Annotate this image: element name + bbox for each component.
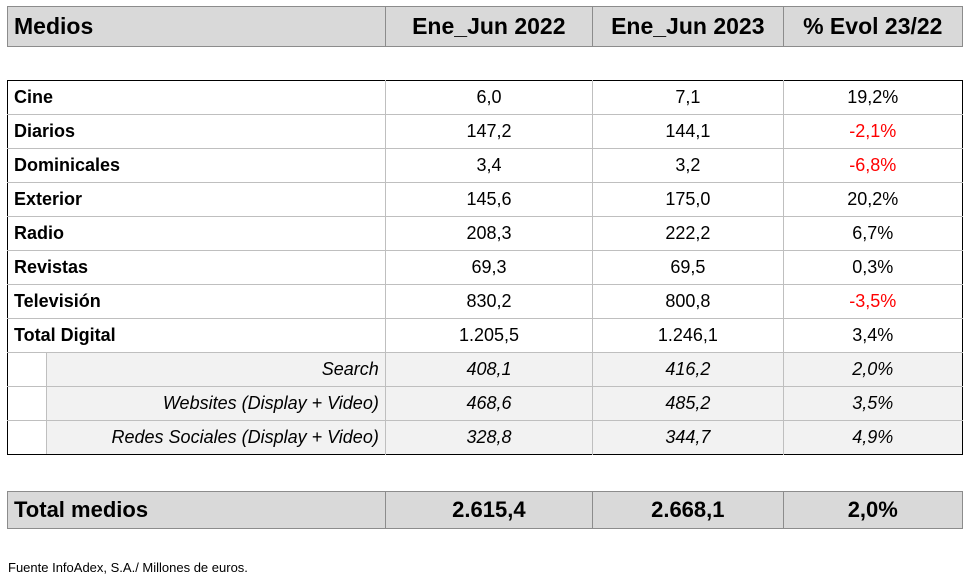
total-2022: 2.615,4 xyxy=(384,491,594,529)
cell-2022: 6,0 xyxy=(384,80,593,115)
row-label: Dominicales xyxy=(7,148,386,183)
table-row: Exterior 145,6 175,0 20,2% xyxy=(7,182,963,217)
total-table: Total medios 2.615,4 2.668,1 2,0% xyxy=(7,491,963,529)
total-row: Total medios 2.615,4 2.668,1 2,0% xyxy=(7,491,963,529)
cell-evol: 20,2% xyxy=(782,182,963,217)
cell-evol: -6,8% xyxy=(782,148,963,183)
subrow-label-cell: Websites (Display + Video) xyxy=(7,386,386,421)
subcell-2022: 328,8 xyxy=(384,420,593,455)
table-row: Diarios 147,2 144,1 -2,1% xyxy=(7,114,963,149)
subcell-2022: 408,1 xyxy=(384,352,593,387)
cell-2023: 7,1 xyxy=(592,80,784,115)
header-medios: Medios xyxy=(7,6,386,47)
cell-2022: 147,2 xyxy=(384,114,593,149)
subrow-indent xyxy=(8,387,47,420)
total-label: Total medios xyxy=(7,491,386,529)
header-row: Medios Ene_Jun 2022 Ene_Jun 2023 % Evol … xyxy=(7,6,963,47)
cell-2022: 830,2 xyxy=(384,284,593,319)
cell-2022: 3,4 xyxy=(384,148,593,183)
table-row: Dominicales 3,4 3,2 -6,8% xyxy=(7,148,963,183)
table-row: Cine 6,0 7,1 19,2% xyxy=(7,80,963,115)
total-2023: 2.668,1 xyxy=(592,491,784,529)
subrow-indent xyxy=(8,421,47,454)
row-label: Exterior xyxy=(7,182,386,217)
total-evol: 2,0% xyxy=(782,491,963,529)
table-row: Revistas 69,3 69,5 0,3% xyxy=(7,250,963,285)
subcell-2023: 485,2 xyxy=(592,386,784,421)
cell-2022: 145,6 xyxy=(384,182,593,217)
cell-evol: -2,1% xyxy=(782,114,963,149)
cell-2022: 1.205,5 xyxy=(384,318,593,353)
table-row: Total Digital 1.205,5 1.246,1 3,4% xyxy=(7,318,963,353)
row-label: Radio xyxy=(7,216,386,251)
row-label: Total Digital xyxy=(7,318,386,353)
header-table: Medios Ene_Jun 2022 Ene_Jun 2023 % Evol … xyxy=(7,6,963,47)
row-label: Cine xyxy=(7,80,386,115)
subcell-evol: 2,0% xyxy=(782,352,963,387)
subcell-2023: 344,7 xyxy=(592,420,784,455)
cell-2023: 69,5 xyxy=(592,250,784,285)
media-table-body: Cine 6,0 7,1 19,2% Diarios 147,2 144,1 -2,1% Dom… xyxy=(7,80,963,455)
source-footnote: Fuente InfoAdex, S.A./ Millones de euros… xyxy=(8,560,248,575)
table-row: Radio 208,3 222,2 6,7% xyxy=(7,216,963,251)
subrow-label: Redes Sociales (Display + Video) xyxy=(47,421,385,454)
subcell-2023: 416,2 xyxy=(592,352,784,387)
header-2022: Ene_Jun 2022 xyxy=(384,6,594,47)
cell-evol: 0,3% xyxy=(782,250,963,285)
cell-2023: 144,1 xyxy=(592,114,784,149)
cell-2023: 222,2 xyxy=(592,216,784,251)
row-label: Revistas xyxy=(7,250,386,285)
row-label: Televisión xyxy=(7,284,386,319)
subrow-indent xyxy=(8,353,47,386)
subrow-label: Search xyxy=(47,353,385,386)
subrow-label: Websites (Display + Video) xyxy=(47,387,385,420)
header-2023: Ene_Jun 2023 xyxy=(592,6,784,47)
table-subrow: Websites (Display + Video) 468,6 485,2 3,5% xyxy=(7,386,963,421)
table-subrow: Redes Sociales (Display + Video) 328,8 344… xyxy=(7,420,963,455)
cell-2023: 3,2 xyxy=(592,148,784,183)
subrow-label-cell: Redes Sociales (Display + Video) xyxy=(7,420,386,455)
row-label: Diarios xyxy=(7,114,386,149)
cell-2022: 208,3 xyxy=(384,216,593,251)
cell-2023: 175,0 xyxy=(592,182,784,217)
cell-2023: 1.246,1 xyxy=(592,318,784,353)
subcell-evol: 4,9% xyxy=(782,420,963,455)
subcell-evol: 3,5% xyxy=(782,386,963,421)
subcell-2022: 468,6 xyxy=(384,386,593,421)
cell-evol: -3,5% xyxy=(782,284,963,319)
cell-2022: 69,3 xyxy=(384,250,593,285)
cell-evol: 19,2% xyxy=(782,80,963,115)
cell-evol: 3,4% xyxy=(782,318,963,353)
media-table: Cine 6,0 7,1 19,2% Diarios 147,2 144,1 -2,1% Dom… xyxy=(7,80,963,455)
table-subrow: Search 408,1 416,2 2,0% xyxy=(7,352,963,387)
cell-evol: 6,7% xyxy=(782,216,963,251)
cell-2023: 800,8 xyxy=(592,284,784,319)
subrow-label-cell: Search xyxy=(7,352,386,387)
table-row: Televisión 830,2 800,8 -3,5% xyxy=(7,284,963,319)
header-evol: % Evol 23/22 xyxy=(782,6,963,47)
